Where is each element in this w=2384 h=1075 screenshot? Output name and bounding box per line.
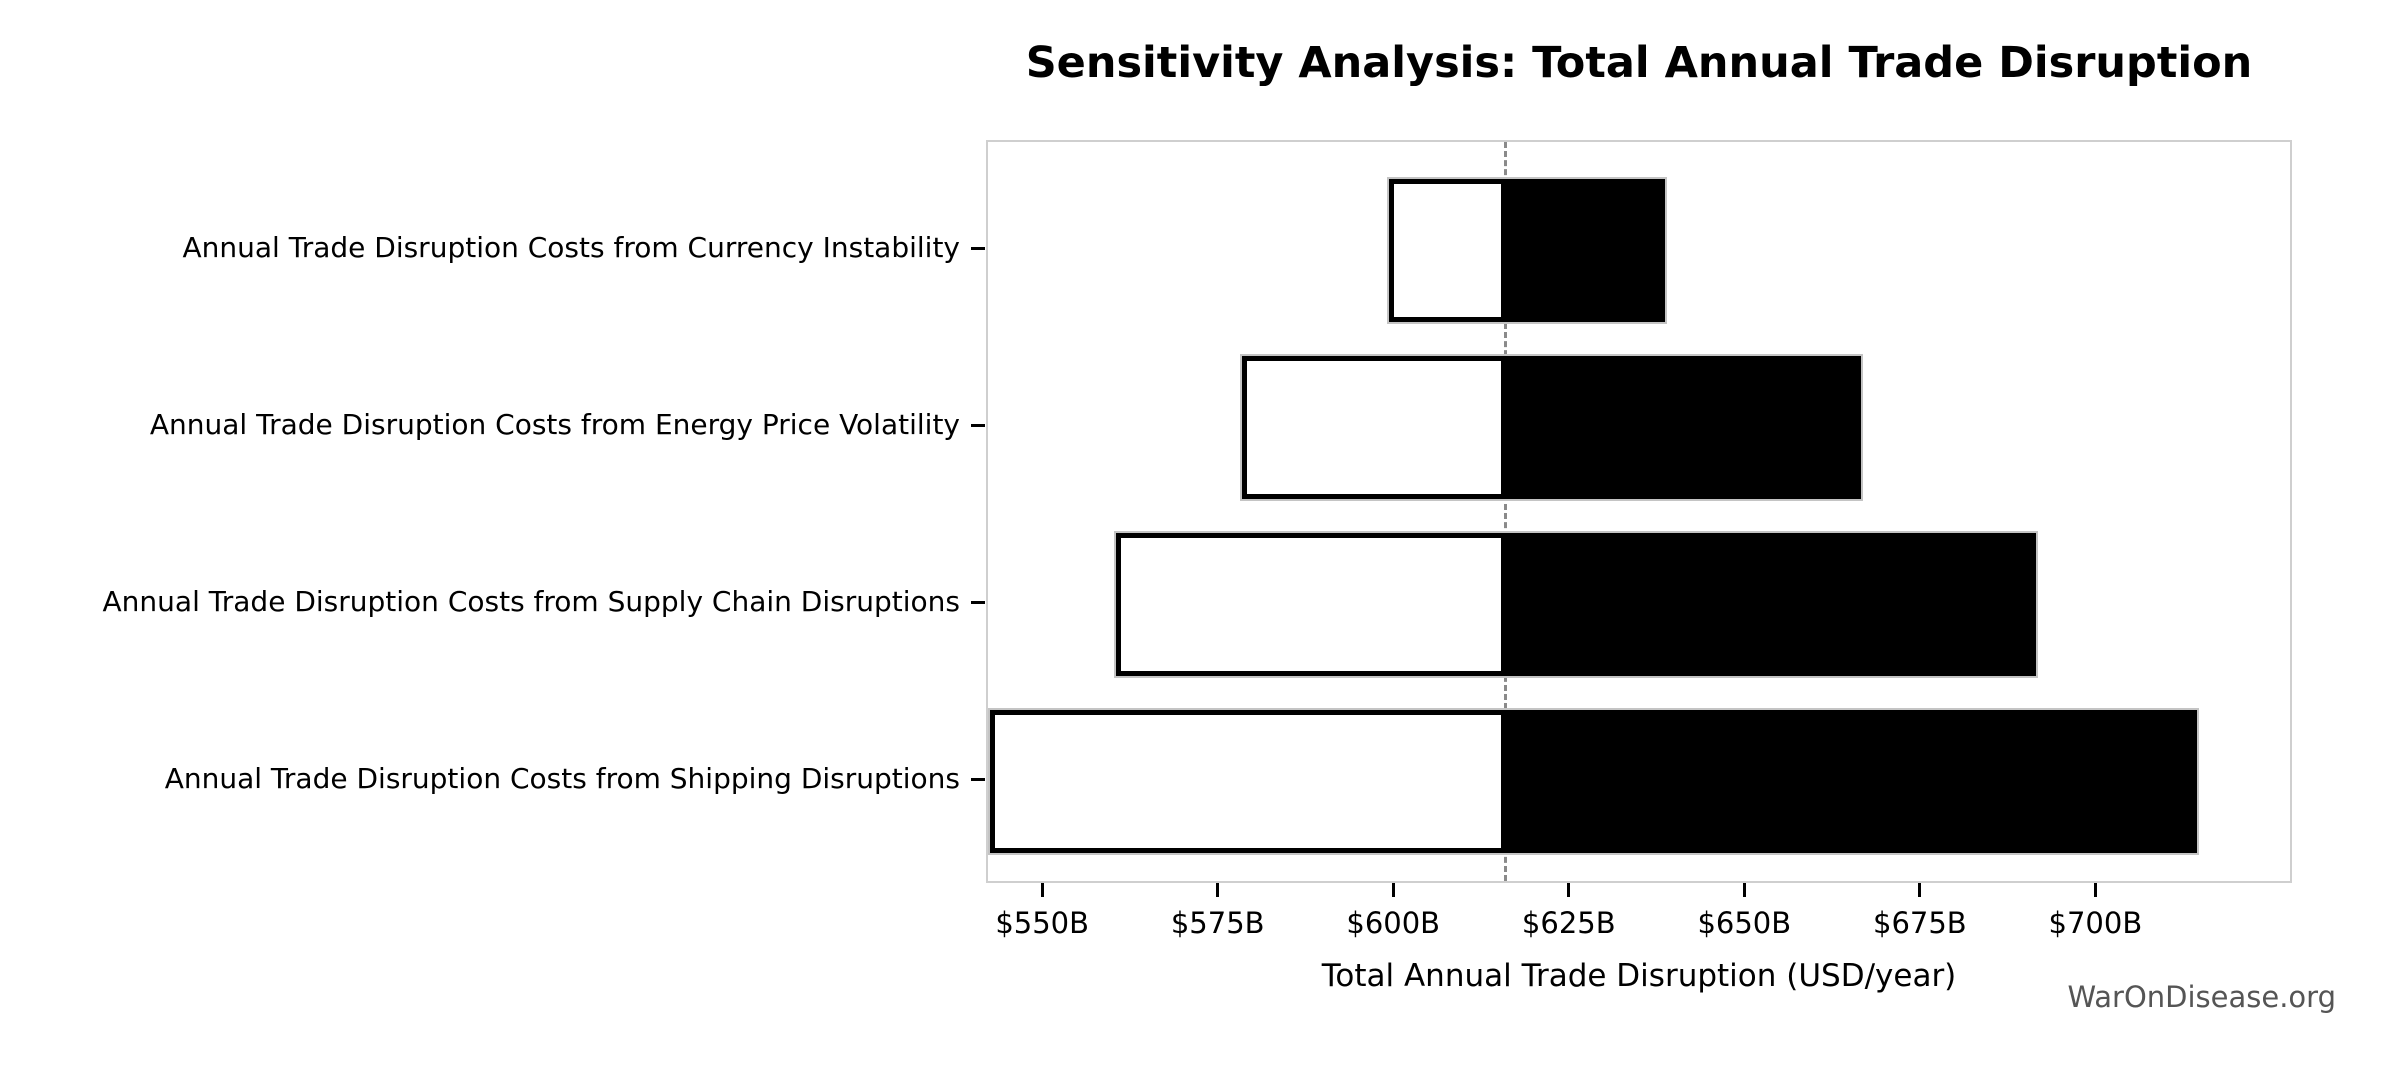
x-tick-label: $550B [995,906,1090,940]
y-tick-label: Annual Trade Disruption Costs from Suppl… [102,585,960,618]
x-tick-mark [1918,883,1922,897]
x-tick-mark [2093,883,2097,897]
x-axis-title: Total Annual Trade Disruption (USD/year) [1321,958,1957,994]
tornado-bar [988,707,2199,855]
x-tick-mark [1391,883,1395,897]
y-tick-label: Annual Trade Disruption Costs from Energ… [149,408,960,441]
y-tick-mark [971,424,985,427]
tornado-bar [1240,353,1863,501]
x-tick-label: $600B [1346,906,1441,940]
x-tick-mark [1040,883,1044,897]
tornado-bar-low-segment [1242,355,1507,499]
tornado-bar [1114,530,2038,678]
x-tick-label: $575B [1170,906,1265,940]
tornado-bar [1387,176,1667,324]
chart-title: Sensitivity Analysis: Total Annual Trade… [1025,38,2253,88]
x-tick-mark [1742,883,1746,897]
x-tick-label: $650B [1697,906,1792,940]
x-tick-label: $625B [1521,906,1616,940]
y-tick-label: Annual Trade Disruption Costs from Curre… [182,231,960,264]
plot-area [986,140,2292,883]
y-tick-mark [971,601,985,604]
y-tick-mark [971,247,985,250]
watermark-text: WarOnDisease.org [2067,980,2336,1014]
tornado-bar-low-segment [1389,178,1507,322]
x-tick-mark [1567,883,1571,897]
x-tick-label: $675B [1873,906,1967,940]
tornado-bar-low-segment [1116,532,1507,676]
tornado-bar-low-segment [990,709,1507,853]
baseline-dashed-line [1504,142,1507,881]
y-tick-label: Annual Trade Disruption Costs from Shipp… [164,762,960,795]
y-tick-mark [971,778,985,781]
x-tick-label: $700B [2048,906,2143,940]
x-tick-mark [1216,883,1220,897]
